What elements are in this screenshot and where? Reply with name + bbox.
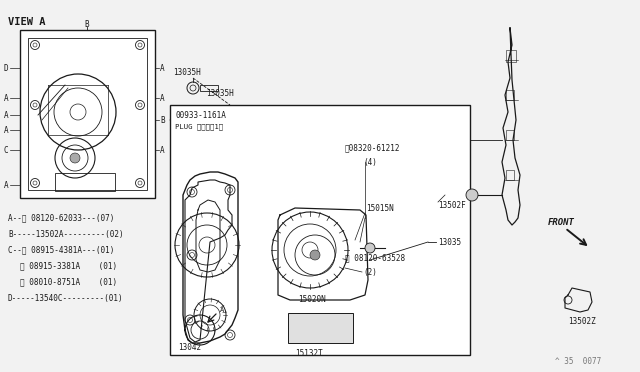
Bar bbox=[288, 313, 353, 343]
Text: VIEW A: VIEW A bbox=[8, 17, 45, 27]
Text: 15020N: 15020N bbox=[298, 295, 326, 305]
Bar bbox=[200, 85, 218, 91]
Text: A: A bbox=[4, 110, 8, 119]
Bar bbox=[506, 130, 514, 140]
Text: C--Ⓦ 08915-4381A---(01): C--Ⓦ 08915-4381A---(01) bbox=[8, 246, 115, 254]
Circle shape bbox=[466, 189, 478, 201]
Bar bbox=[506, 90, 514, 100]
Bar bbox=[506, 170, 514, 180]
Text: A: A bbox=[4, 180, 8, 189]
Bar bbox=[20, 30, 155, 198]
Text: 13035H: 13035H bbox=[206, 89, 234, 97]
Circle shape bbox=[365, 243, 375, 253]
Text: 13502F: 13502F bbox=[438, 201, 466, 209]
Text: 13502Z: 13502Z bbox=[568, 317, 596, 327]
Text: A: A bbox=[220, 307, 224, 313]
Text: ^ 35  0077: ^ 35 0077 bbox=[555, 357, 601, 366]
Text: (4): (4) bbox=[363, 157, 377, 167]
Text: B: B bbox=[84, 19, 90, 29]
Text: A: A bbox=[4, 93, 8, 103]
Text: D-----13540C---------(01): D-----13540C---------(01) bbox=[8, 294, 124, 302]
Bar bbox=[28, 38, 147, 190]
Bar bbox=[55, 173, 115, 191]
Text: D: D bbox=[4, 64, 8, 73]
Bar bbox=[506, 50, 516, 62]
Text: 13035: 13035 bbox=[438, 237, 461, 247]
Text: A: A bbox=[4, 125, 8, 135]
Text: Ⓑ 08120-63528: Ⓑ 08120-63528 bbox=[345, 253, 405, 263]
Text: A: A bbox=[160, 64, 164, 73]
Text: 15015N: 15015N bbox=[366, 203, 394, 212]
Circle shape bbox=[310, 250, 320, 260]
Text: C: C bbox=[4, 145, 8, 154]
Text: A--Ⓑ 08120-62033---(07): A--Ⓑ 08120-62033---(07) bbox=[8, 214, 115, 222]
Text: FRONT: FRONT bbox=[548, 218, 575, 227]
Text: PLUG プラグ（1）: PLUG プラグ（1） bbox=[175, 124, 223, 130]
Text: 13035H: 13035H bbox=[173, 67, 201, 77]
Text: B-----13502A---------(02): B-----13502A---------(02) bbox=[8, 230, 124, 238]
Text: (2): (2) bbox=[363, 267, 377, 276]
Text: Ⓑ 08010-8751A    (01): Ⓑ 08010-8751A (01) bbox=[20, 278, 117, 286]
Text: Ⓦ 08915-3381A    (01): Ⓦ 08915-3381A (01) bbox=[20, 262, 117, 270]
Text: 13042: 13042 bbox=[178, 343, 201, 353]
Bar bbox=[170, 105, 470, 355]
Text: B: B bbox=[160, 115, 164, 125]
Text: A: A bbox=[160, 145, 164, 154]
Text: A: A bbox=[160, 93, 164, 103]
Text: 00933-1161A: 00933-1161A bbox=[175, 110, 226, 119]
Text: Ⓝ08320-61212: Ⓝ08320-61212 bbox=[345, 144, 401, 153]
Circle shape bbox=[70, 153, 80, 163]
Text: 15132T: 15132T bbox=[295, 349, 323, 357]
